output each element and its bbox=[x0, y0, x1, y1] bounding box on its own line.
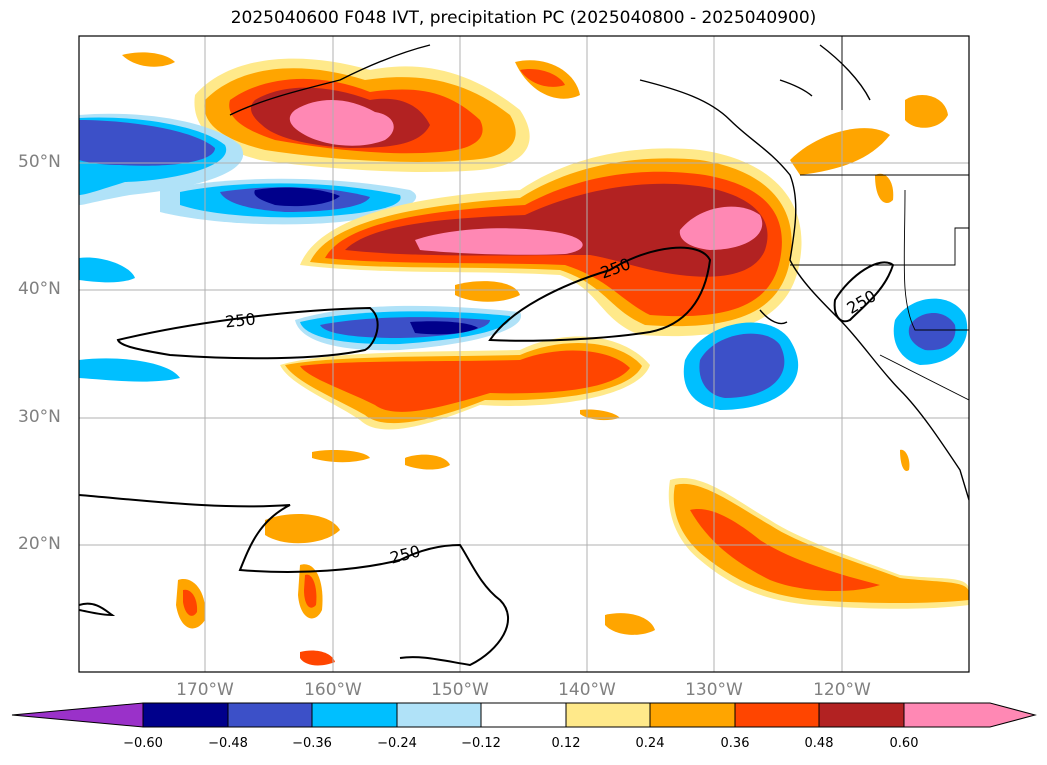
colorbar-bin bbox=[480, 702, 567, 728]
positive-anomaly-region bbox=[345, 183, 768, 277]
negative-anomaly-region bbox=[410, 321, 478, 335]
colorbar-bin bbox=[565, 702, 651, 728]
positive-anomaly-region bbox=[415, 228, 583, 255]
positive-anomaly-region bbox=[289, 100, 394, 146]
colorbar-extend-min bbox=[11, 702, 144, 728]
positive-anomaly-region bbox=[183, 589, 198, 616]
lon-label: 120°W bbox=[813, 680, 871, 700]
colorbar-bin bbox=[396, 702, 482, 728]
colorbar-tick: −0.36 bbox=[292, 736, 332, 751]
positive-anomaly-region bbox=[265, 514, 340, 544]
positive-anomaly-region bbox=[312, 450, 370, 463]
precip-field bbox=[79, 52, 969, 666]
lon-label: 130°W bbox=[685, 680, 743, 700]
colorbar-tick: 0.60 bbox=[889, 736, 919, 751]
contour-label: 250 bbox=[224, 309, 256, 331]
colorbar-tick: −0.24 bbox=[377, 736, 417, 751]
colorbar-tick: −0.48 bbox=[208, 736, 248, 751]
colorbar-tick: 0.12 bbox=[551, 736, 581, 751]
colorbar-bin bbox=[734, 702, 820, 728]
colorbar-extend-max bbox=[903, 702, 1037, 728]
positive-anomaly-region bbox=[905, 95, 948, 128]
colorbar-tick: −0.12 bbox=[461, 736, 501, 751]
map-title: 2025040600 F048 IVT, precipitation PC (2… bbox=[230, 8, 817, 28]
positive-anomaly-region bbox=[455, 281, 520, 302]
colorbar-bin bbox=[311, 702, 398, 728]
negative-anomaly-region bbox=[79, 257, 135, 283]
lon-label: 150°W bbox=[431, 680, 489, 700]
colorbar-bin bbox=[818, 702, 905, 728]
lon-label: 140°W bbox=[558, 680, 616, 700]
colorbar-bin bbox=[142, 702, 229, 728]
positive-anomaly-region bbox=[605, 613, 655, 635]
colorbar-bin bbox=[649, 702, 736, 728]
ivt-contour bbox=[79, 246, 895, 667]
positive-anomaly-region bbox=[679, 206, 763, 250]
lat-label: 50°N bbox=[18, 152, 61, 172]
lon-label: 160°W bbox=[304, 680, 362, 700]
positive-anomaly-region bbox=[300, 350, 630, 412]
colorbar bbox=[11, 702, 1037, 728]
positive-anomaly-region bbox=[875, 173, 894, 203]
positive-anomaly-region bbox=[304, 574, 317, 608]
map-frame bbox=[78, 35, 970, 673]
colorbar-tick: 0.36 bbox=[720, 736, 750, 751]
positive-anomaly-region bbox=[690, 509, 880, 592]
positive-anomaly-region bbox=[580, 409, 620, 421]
positive-anomaly-region bbox=[122, 52, 175, 67]
lat-label: 30°N bbox=[18, 407, 61, 427]
positive-anomaly-region bbox=[900, 449, 910, 471]
positive-anomaly-region bbox=[673, 483, 969, 603]
negative-anomaly-region bbox=[908, 312, 956, 351]
colorbar-bin bbox=[227, 702, 313, 728]
colorbar-tick: −0.60 bbox=[123, 736, 163, 751]
negative-anomaly-region bbox=[79, 358, 180, 382]
negative-anomaly-region bbox=[699, 333, 785, 398]
negative-anomaly-region bbox=[79, 120, 215, 166]
lat-label: 40°N bbox=[18, 279, 61, 299]
colorbar-tick: 0.24 bbox=[635, 736, 665, 751]
contour-label: 250 bbox=[844, 286, 880, 318]
colorbar-tick: 0.48 bbox=[804, 736, 834, 751]
lon-label: 170°W bbox=[176, 680, 234, 700]
negative-anomaly-region bbox=[254, 187, 340, 207]
positive-anomaly-region bbox=[300, 650, 335, 666]
positive-anomaly-region bbox=[405, 454, 450, 470]
positive-anomaly-region bbox=[790, 128, 890, 175]
coastline bbox=[229, 44, 969, 501]
positive-anomaly-region bbox=[520, 69, 565, 87]
lat-label: 20°N bbox=[18, 534, 61, 554]
